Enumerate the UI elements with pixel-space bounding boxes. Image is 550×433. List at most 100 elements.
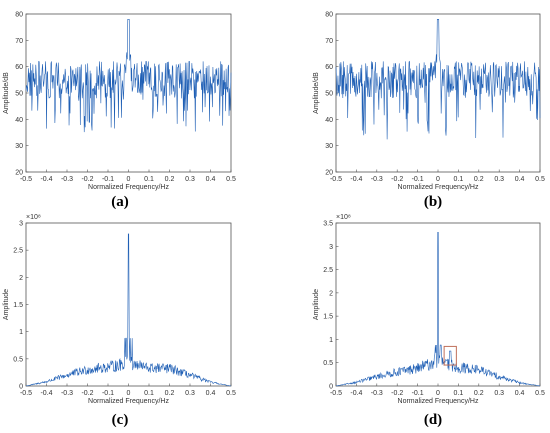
x-tick-label: -0.1 <box>102 176 114 183</box>
y-tick-label: 60 <box>15 64 23 71</box>
x-tick-label: -0.5 <box>20 390 32 397</box>
x-tick-label: 0.4 <box>515 390 525 397</box>
y-tick-label: 70 <box>15 38 23 45</box>
y-tick-label: 1.5 <box>13 302 23 309</box>
x-axis-label: Normalized Frequency/Hz <box>398 184 479 191</box>
x-tick-label: -0.2 <box>81 390 93 397</box>
y-tick-label: 0.5 <box>323 360 333 367</box>
y-tick-label: 1 <box>329 337 333 344</box>
x-tick-label: -0.5 <box>330 390 342 397</box>
x-tick-label: -0.3 <box>61 176 73 183</box>
x-tick-label: 0.3 <box>185 176 195 183</box>
spectrum-line <box>335 232 541 387</box>
panel-label: (b) <box>424 194 442 210</box>
y-axis-label: Amplitude <box>3 289 10 320</box>
x-tick-label: 0.3 <box>494 176 504 183</box>
panel-label: (c) <box>112 412 129 428</box>
x-tick-label: -0.2 <box>81 176 93 183</box>
x-tick-label: 0.4 <box>206 390 216 397</box>
x-tick-label: 0.2 <box>165 176 175 183</box>
x-axis-label: Normalized Frequency/Hz <box>398 398 479 405</box>
y-tick-label: 40 <box>15 117 23 124</box>
x-tick-label: 0.3 <box>185 390 195 397</box>
x-tick-label: 0.3 <box>494 390 504 397</box>
x-tick-label: -0.2 <box>391 176 403 183</box>
y-tick-label: 50 <box>15 91 23 98</box>
y-tick-label: 70 <box>325 38 333 45</box>
x-tick-label: -0.4 <box>40 390 52 397</box>
y-tick-label: 0 <box>19 384 23 391</box>
y-tick-label: 30 <box>15 143 23 150</box>
y-tick-label: 2.5 <box>13 248 23 255</box>
x-tick-label: 0.4 <box>206 176 216 183</box>
panel-c: -0.5 -0.4 -0.3 -0.2 -0.1 0 0.1 0.2 0.3 0.4 0.5 0 0.5… <box>3 214 236 428</box>
x-tick-label: 0.5 <box>535 390 545 397</box>
panel-label: (a) <box>111 194 129 210</box>
y-tick-label: 20 <box>15 170 23 177</box>
panel-b: -0.5 -0.4 -0.3 -0.2 -0.1 0 0.1 0.2 0.3 0.4 0.5 20 30… <box>313 12 545 211</box>
x-tick-label: -0.4 <box>40 176 52 183</box>
panel-d: -0.5 -0.4 -0.3 -0.2 -0.1 0 0.1 0.2 0.3 0.4 0.5 0 0.5… <box>313 214 545 428</box>
x-tick-label: 0.1 <box>144 176 154 183</box>
y-tick-label: 3.5 <box>323 221 333 228</box>
x-tick-label: 0.4 <box>515 176 525 183</box>
y-tick-label: 1 <box>19 329 23 336</box>
x-tick-label: -0.4 <box>350 176 362 183</box>
x-axis-label: Normalized Frequency/Hz <box>88 398 169 405</box>
x-tick-label: 0.2 <box>474 390 484 397</box>
axis-multiplier: ×10⁸ <box>26 214 41 221</box>
y-axis-label: Amplitude/dB <box>3 72 10 114</box>
y-tick-label: 0 <box>329 384 333 391</box>
x-tick-label: 0.2 <box>165 390 175 397</box>
x-tick-label: 0.5 <box>226 390 236 397</box>
panel-a: -0.5 -0.4 -0.3 -0.2 -0.1 0 0.1 0.2 0.3 0.4 0.5 20 30… <box>3 12 236 211</box>
x-tick-label: 0.1 <box>454 390 464 397</box>
plot-frame <box>335 13 541 173</box>
x-tick-label: -0.1 <box>102 390 114 397</box>
x-tick-label: -0.3 <box>371 176 383 183</box>
y-tick-label: 2 <box>329 290 333 297</box>
x-tick-label: -0.2 <box>391 390 403 397</box>
x-tick-label: -0.1 <box>412 390 424 397</box>
x-tick-label: 0.5 <box>226 176 236 183</box>
x-tick-label: 0.2 <box>474 176 484 183</box>
y-axis-label: Amplitude/dB <box>313 72 320 114</box>
x-tick-label: -0.1 <box>412 176 424 183</box>
x-tick-label: 0.5 <box>535 176 545 183</box>
y-tick-label: 3 <box>19 221 23 228</box>
highlight-box <box>443 345 457 366</box>
y-tick-label: 30 <box>325 143 333 150</box>
panel-label: (d) <box>424 412 442 428</box>
y-tick-label: 80 <box>325 12 333 19</box>
spectrum-line <box>25 233 232 387</box>
x-tick-label: -0.5 <box>20 176 32 183</box>
x-axis-label: Normalized Frequency/Hz <box>88 184 169 191</box>
axis-multiplier: ×10⁸ <box>336 214 351 221</box>
plot-frame <box>25 13 232 173</box>
y-tick-label: 2 <box>19 275 23 282</box>
x-tick-label: 0.1 <box>454 176 464 183</box>
x-tick-label: 0 <box>436 176 440 183</box>
y-tick-label: 20 <box>325 170 333 177</box>
spectrum-line <box>25 18 232 133</box>
y-tick-label: 0.5 <box>13 356 23 363</box>
x-tick-label: 0 <box>436 390 440 397</box>
y-tick-label: 50 <box>325 91 333 98</box>
x-tick-label: 0.1 <box>144 390 154 397</box>
y-tick-label: 2.5 <box>323 267 333 274</box>
x-tick-label: -0.3 <box>371 390 383 397</box>
y-axis-label: Amplitude <box>313 289 320 320</box>
x-tick-label: 0 <box>127 390 131 397</box>
y-tick-label: 3 <box>329 244 333 251</box>
y-tick-label: 60 <box>325 64 333 71</box>
y-tick-label: 1.5 <box>323 314 333 321</box>
spectrum-line <box>335 18 541 140</box>
x-tick-label: -0.5 <box>330 176 342 183</box>
plot-frame <box>25 222 232 387</box>
x-tick-label: -0.3 <box>61 390 73 397</box>
y-tick-label: 40 <box>325 117 333 124</box>
x-tick-label: -0.4 <box>350 390 362 397</box>
y-tick-label: 80 <box>15 12 23 19</box>
x-tick-label: 0 <box>127 176 131 183</box>
